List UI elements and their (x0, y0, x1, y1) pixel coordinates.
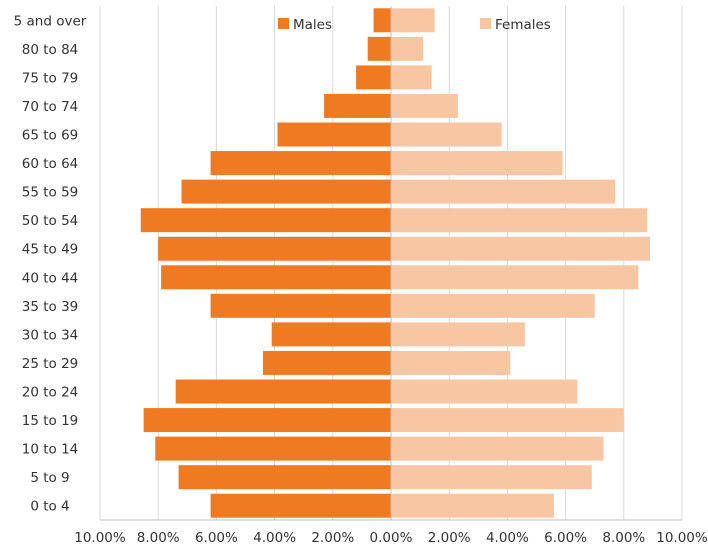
bar-males-2 (155, 436, 391, 461)
y-category-label: 60 to 64 (22, 156, 79, 172)
x-tick-label: 4.00% (253, 530, 296, 546)
x-tick-label: 10.00% (74, 530, 126, 546)
bar-males-4 (175, 379, 391, 404)
bar-males-6 (271, 322, 391, 347)
bar-males-15 (356, 65, 391, 90)
y-category-label: 50 to 54 (22, 213, 79, 229)
bar-females-17 (391, 8, 435, 33)
y-category-label: 15 to 19 (22, 413, 79, 429)
x-tick-label: 6.00% (544, 530, 587, 546)
y-category-label: 70 to 74 (22, 99, 79, 115)
x-tick-label: 2.00% (428, 530, 471, 546)
y-category-label: 25 to 29 (22, 356, 79, 372)
bar-males-17 (373, 8, 391, 33)
bar-females-6 (391, 322, 525, 347)
y-category-label: 10 to 14 (22, 442, 79, 458)
bar-males-9 (158, 236, 391, 261)
legend-label-males: Males (293, 17, 332, 33)
y-category-label: 0 to 4 (30, 499, 69, 515)
x-tick-label: 0.00% (370, 530, 413, 546)
bar-males-3 (143, 408, 391, 433)
y-category-label: 35 to 39 (22, 299, 79, 315)
axes (100, 6, 682, 521)
bar-females-8 (391, 265, 639, 290)
bar-females-9 (391, 236, 650, 261)
bar-females-0 (391, 493, 554, 518)
bars (140, 8, 650, 518)
bar-females-13 (391, 122, 502, 147)
x-tick-label: 2.00% (311, 530, 354, 546)
x-tick-label: 8.00% (137, 530, 180, 546)
bar-females-3 (391, 408, 624, 433)
x-tick-label: 6.00% (195, 530, 238, 546)
legend-swatch-males (278, 18, 289, 29)
y-category-labels: 0 to 4 5 to 9 10 to 14 15 to 19 20 to 24 25 t… (14, 13, 87, 514)
y-category-label: 40 to 44 (22, 270, 79, 286)
bar-females-10 (391, 208, 648, 233)
bar-males-12 (210, 151, 391, 176)
y-category-label: 30 to 34 (22, 327, 79, 343)
bar-males-13 (277, 122, 391, 147)
x-tick-label: 10.00% (656, 530, 708, 546)
bar-females-2 (391, 436, 604, 461)
bar-females-15 (391, 65, 432, 90)
bar-males-11 (181, 179, 391, 204)
bar-females-12 (391, 151, 563, 176)
bar-males-1 (178, 465, 391, 490)
bar-males-0 (210, 493, 391, 518)
bar-females-7 (391, 293, 595, 318)
y-category-label: 65 to 69 (22, 128, 79, 144)
x-tick-labels: 10.00% 8.00% 6.00% 4.00% 2.00% 0.00% 2.00% 4.00… (74, 530, 708, 546)
bar-females-1 (391, 465, 592, 490)
y-category-label: 5 to 9 (30, 470, 69, 486)
bar-females-5 (391, 350, 511, 375)
bar-males-7 (210, 293, 391, 318)
bar-females-14 (391, 93, 458, 118)
y-category-label: 45 to 49 (22, 242, 79, 258)
y-category-label: 5 and over (14, 13, 87, 29)
bar-females-11 (391, 179, 616, 204)
x-tick-label: 8.00% (602, 530, 645, 546)
y-category-label: 75 to 79 (22, 70, 79, 86)
bar-males-16 (367, 36, 391, 61)
y-category-label: 80 to 84 (22, 42, 79, 58)
y-category-label: 20 to 24 (22, 385, 79, 401)
bar-females-16 (391, 36, 424, 61)
bar-males-8 (161, 265, 391, 290)
y-category-label: 55 to 59 (22, 185, 79, 201)
bar-males-5 (262, 350, 391, 375)
legend-label-females: Females (495, 17, 551, 33)
bar-males-10 (140, 208, 391, 233)
x-tick-label: 4.00% (486, 530, 529, 546)
legend: Males Females (278, 17, 551, 33)
bar-males-14 (324, 93, 391, 118)
legend-swatch-females (480, 18, 491, 29)
bar-females-4 (391, 379, 578, 404)
